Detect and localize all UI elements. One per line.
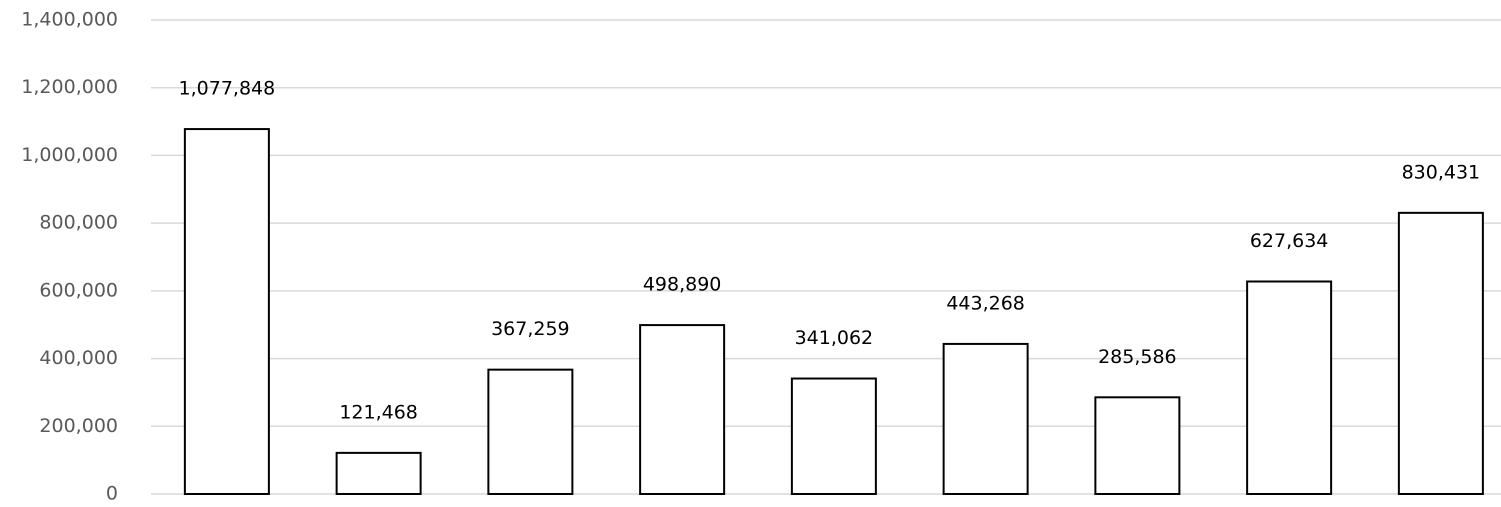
data-label: 367,259 bbox=[491, 318, 570, 340]
data-label: 341,062 bbox=[795, 327, 874, 349]
bar bbox=[1094, 396, 1181, 496]
data-label: 121,468 bbox=[339, 401, 418, 423]
y-tick-label: 200,000 bbox=[39, 415, 118, 437]
y-tick-label: 0 bbox=[106, 483, 118, 505]
bar bbox=[639, 324, 726, 495]
bar bbox=[942, 342, 1029, 495]
bar bbox=[183, 128, 270, 495]
data-label: 627,634 bbox=[1250, 230, 1329, 252]
y-tick-label: 1,400,000 bbox=[21, 9, 118, 31]
bar bbox=[335, 451, 422, 496]
y-tick-label: 600,000 bbox=[39, 279, 118, 301]
y-tick-label: 1,200,000 bbox=[21, 76, 118, 98]
data-label: 285,586 bbox=[1098, 346, 1177, 368]
data-label: 830,431 bbox=[1402, 161, 1481, 183]
bar bbox=[1397, 211, 1484, 495]
y-tick-label: 800,000 bbox=[39, 212, 118, 234]
bar bbox=[487, 368, 574, 495]
y-tick-label: 400,000 bbox=[39, 347, 118, 369]
data-label: 498,890 bbox=[643, 274, 722, 296]
data-label: 1,077,848 bbox=[179, 78, 276, 100]
bar bbox=[1246, 280, 1333, 496]
bar bbox=[790, 377, 877, 495]
y-tick-label: 1,000,000 bbox=[21, 144, 118, 166]
data-label: 443,268 bbox=[946, 292, 1025, 314]
